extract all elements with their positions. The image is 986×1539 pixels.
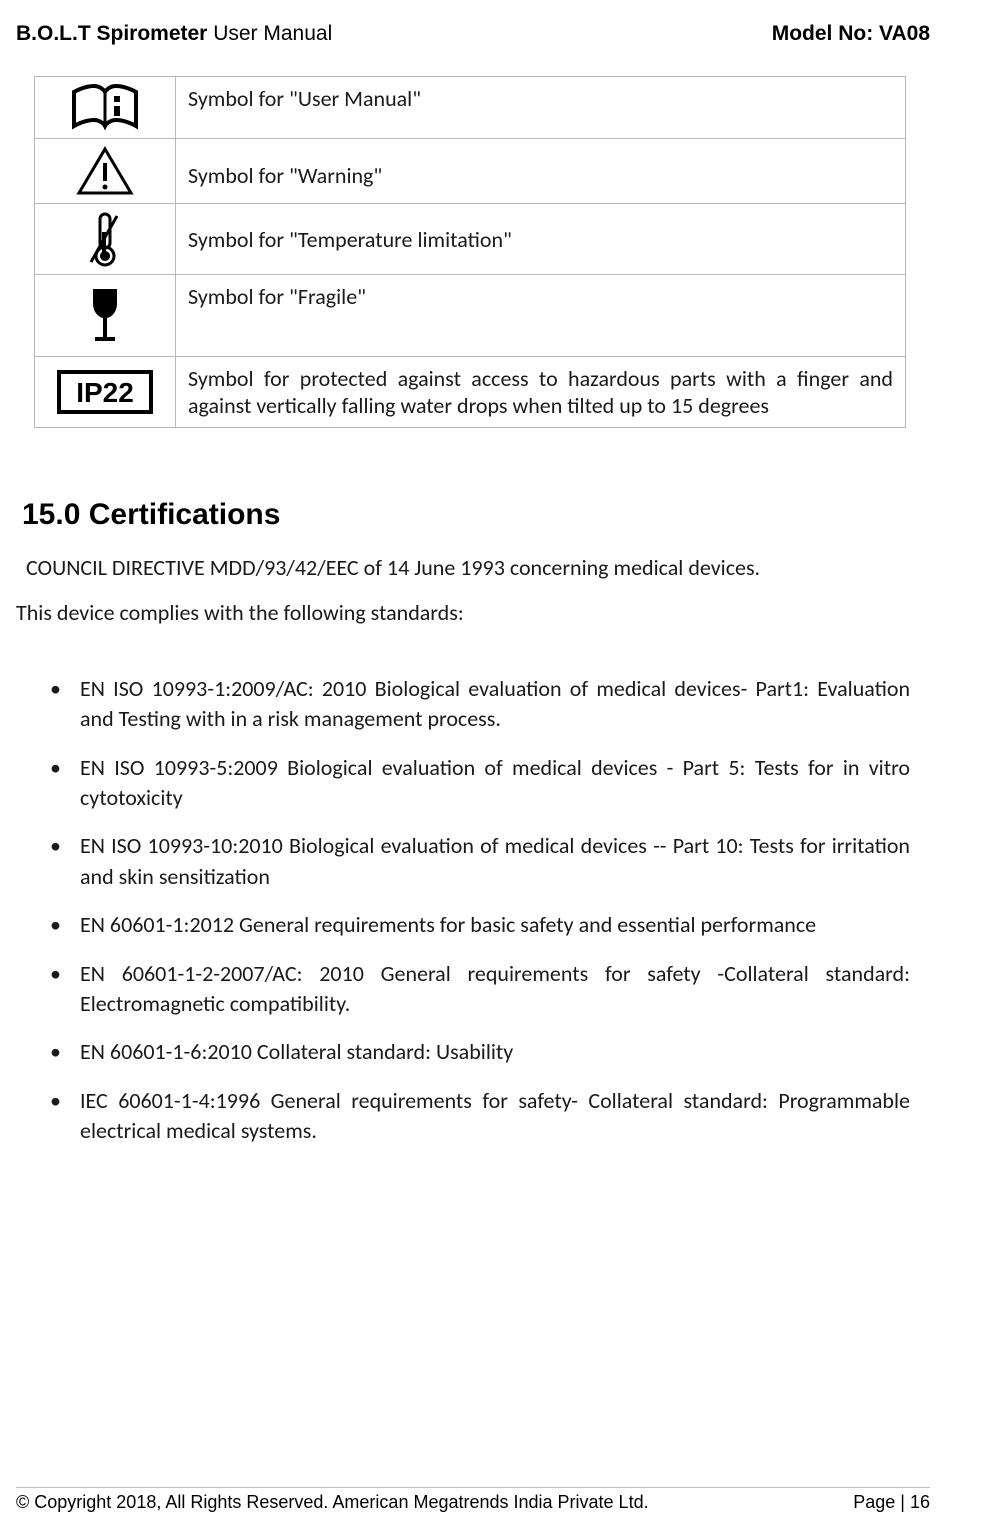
ip22-icon: IP22 <box>57 370 153 414</box>
doc-type: User Manual <box>207 22 332 45</box>
model-no: Model No: VA08 <box>772 22 930 45</box>
symbols-table: Symbol for "User Manual" Symbol for "War… <box>34 76 906 428</box>
list-item: EN ISO 10993-10:2010 Biological evaluati… <box>80 831 930 892</box>
symbol-cell <box>35 204 176 275</box>
list-item: EN 60601-1-6:2010 Collateral standard: U… <box>80 1037 930 1067</box>
symbol-desc: Symbol for "Warning" <box>176 139 906 204</box>
table-row: Symbol for "User Manual" <box>35 77 906 139</box>
symbol-desc: Symbol for "Temperature limitation" <box>176 204 906 275</box>
symbol-cell: IP22 <box>35 357 176 428</box>
section-heading: 15.0 Certifications <box>22 498 930 532</box>
header-right: Model No: VA08 <box>772 22 930 46</box>
product-name: B.O.L.T Spirometer <box>16 22 207 45</box>
list-item: IEC 60601-1-4:1996 General requirements … <box>80 1086 930 1147</box>
standards-list: EN ISO 10993-1:2009/AC: 2010 Biological … <box>16 674 930 1146</box>
list-item: EN 60601-1-2-2007/AC: 2010 General requi… <box>80 959 930 1020</box>
header-left: B.O.L.T Spirometer User Manual <box>16 22 332 46</box>
page-header: B.O.L.T Spirometer User Manual Model No:… <box>16 22 930 46</box>
svg-text:IP22: IP22 <box>76 377 134 408</box>
table-row: IP22 Symbol for protected against access… <box>35 357 906 428</box>
list-item: EN ISO 10993-5:2009 Biological evaluatio… <box>80 753 930 814</box>
manual-icon <box>70 84 140 132</box>
symbol-desc: Symbol for protected against access to h… <box>176 357 906 428</box>
temperature-icon <box>87 210 123 268</box>
symbol-cell <box>35 275 176 357</box>
symbol-desc: Symbol for "User Manual" <box>176 77 906 139</box>
fragile-icon <box>85 285 125 347</box>
copyright-text: © Copyright 2018, All Rights Reserved. A… <box>16 1492 649 1513</box>
table-row: Symbol for "Warning" <box>35 139 906 204</box>
list-item: EN ISO 10993-1:2009/AC: 2010 Biological … <box>80 674 930 735</box>
table-row: Symbol for "Fragile" <box>35 275 906 357</box>
complies-text: This device complies with the following … <box>16 599 930 626</box>
symbol-desc: Symbol for "Fragile" <box>176 275 906 357</box>
page-number: Page | 16 <box>853 1492 930 1513</box>
symbol-cell <box>35 139 176 204</box>
warning-icon <box>75 145 135 197</box>
page: B.O.L.T Spirometer User Manual Model No:… <box>0 0 986 1539</box>
directive-text: COUNCIL DIRECTIVE MDD/93/42/EEC of 14 Ju… <box>26 554 930 581</box>
table-row: Symbol for "Temperature limitation" <box>35 204 906 275</box>
symbol-cell <box>35 77 176 139</box>
list-item: EN 60601-1:2012 General requirements for… <box>80 910 930 940</box>
page-footer: © Copyright 2018, All Rights Reserved. A… <box>16 1487 930 1513</box>
